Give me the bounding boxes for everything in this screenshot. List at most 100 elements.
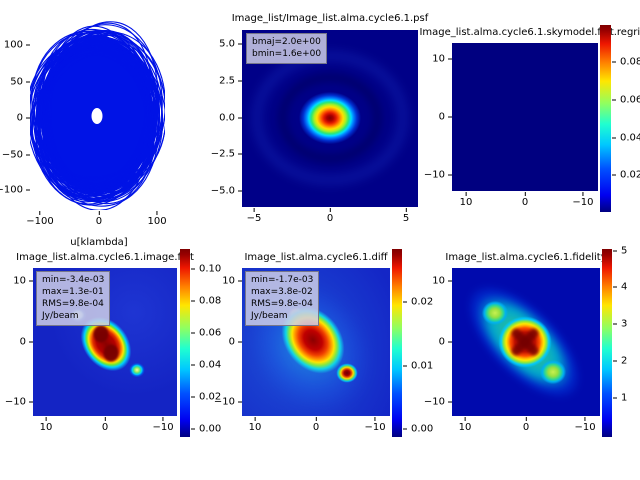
y-tick: 0 (229, 337, 242, 348)
image-flat-colorbar-ticks: 0.10 0.08 0.06 0.04 0.02 0.00 (191, 249, 221, 437)
cb-tick: 0.08 (612, 57, 640, 68)
annotation-line: max=1.3e-01 (42, 287, 104, 297)
diff-stats-annotation: min=-1.7e-03 max=3.8e-02 RMS=9.8e-04 Jy/bea… (245, 271, 320, 326)
fidelity-image (452, 268, 600, 416)
fidelity-y-axis: 10 0 −10 (392, 268, 452, 416)
x-tick: 0 (522, 192, 528, 208)
x-tick: 10 (249, 417, 261, 433)
uv-coverage-plot (30, 20, 165, 210)
y-tick: 2.5 (219, 75, 242, 86)
cb-tick: 0.02 (191, 391, 221, 402)
annotation-line: Jy/beam (251, 311, 288, 321)
cb-tick: 5 (613, 245, 627, 256)
skymodel-x-axis: 10 0 −10 (452, 192, 598, 208)
image-flat-title: Image_list.alma.cycle6.1.image.flat (16, 252, 194, 263)
image-flat-secondary-source (129, 362, 145, 378)
skymodel-title: Image_list.alma.cycle6.1.skymodel.flat.r… (419, 27, 640, 38)
psf-beam-blob (298, 91, 362, 145)
uv-y-axis: 100 50 0 −50 −100 (0, 20, 30, 210)
y-tick: −50 (2, 150, 30, 161)
cb-tick: 4 (613, 281, 627, 292)
annotation-line: Jy/beam (42, 311, 79, 321)
cb-tick: 0.01 (403, 360, 433, 371)
psf-y-axis: 5.0 2.5 0.0 −2.5 −5.0 (182, 30, 242, 207)
x-tick: 10 (460, 192, 472, 208)
y-tick: −2.5 (211, 149, 242, 160)
cb-tick: 0.04 (191, 359, 221, 370)
annotation-line: RMS=9.8e-04 (251, 299, 313, 309)
y-tick: −10 (424, 396, 452, 407)
cb-tick: 0.00 (403, 423, 433, 434)
annotation-line: min=-1.7e-03 (251, 275, 314, 285)
image-flat-colorbar (180, 249, 190, 437)
x-tick: 0 (102, 417, 108, 433)
cb-tick: 2 (613, 356, 627, 367)
image-flat-core-south (103, 344, 119, 362)
x-tick: −10 (152, 417, 174, 433)
cb-tick: 0.08 (191, 295, 221, 306)
diff-y-axis: 10 0 −10 (182, 268, 242, 416)
x-tick: −10 (574, 417, 596, 433)
cb-tick: 0.02 (612, 169, 640, 180)
y-tick: 5.0 (219, 38, 242, 49)
x-tick: 0 (523, 417, 529, 433)
y-tick: 0 (439, 112, 452, 123)
annotation-line: min=-3.4e-03 (42, 275, 105, 285)
skymodel-colorbar (600, 25, 611, 212)
cb-tick: 0.04 (612, 132, 640, 143)
y-tick: 10 (222, 276, 242, 287)
image-flat-core-north (93, 325, 109, 343)
x-tick: −10 (364, 417, 386, 433)
y-tick: 50 (10, 76, 30, 87)
y-tick: 10 (432, 53, 452, 64)
annotation-line: bmin=1.6e+00 (252, 49, 322, 59)
diff-colorbar-ticks: 0.02 0.01 0.00 (403, 249, 433, 437)
annotation-line: bmaj=2.0e+00 (252, 37, 321, 47)
x-tick: −5 (247, 208, 261, 224)
x-tick: 100 (147, 211, 167, 227)
y-tick: 0 (439, 337, 452, 348)
y-tick: 0 (20, 337, 33, 348)
psf-sidelobe-ring-outer (252, 51, 408, 185)
image-flat-stats-annotation: min=-3.4e-03 max=1.3e-01 RMS=9.8e-04 Jy/bea… (36, 271, 111, 326)
y-tick: 0 (17, 113, 30, 124)
y-tick: −10 (214, 396, 242, 407)
x-tick: 10 (459, 417, 471, 433)
psf-x-axis: −5 0 5 (242, 208, 418, 224)
x-tick: 0 (313, 417, 319, 433)
skymodel-image (452, 43, 598, 191)
annotation-line: max=3.8e-02 (251, 287, 313, 297)
y-tick: −100 (0, 185, 30, 196)
cb-tick: 0.06 (191, 327, 221, 338)
fidelity-title: Image_list.alma.cycle6.1.fidelity (445, 252, 607, 263)
cb-tick: 0.02 (403, 297, 433, 308)
fidelity-colorbar (602, 249, 612, 437)
psf-title: Image_list/Image_list.alma.cycle6.1.psf (231, 13, 429, 24)
x-tick: 5 (403, 208, 409, 224)
fidelity-x-axis: 10 0 −10 (452, 417, 600, 433)
x-tick: 0 (327, 208, 333, 224)
image-flat-y-axis: 10 0 −10 (0, 268, 33, 416)
annotation-line: RMS=9.8e-04 (42, 299, 104, 309)
y-tick: 10 (432, 276, 452, 287)
y-tick: −5.0 (211, 186, 242, 197)
diff-title: Image_list.alma.cycle6.1.diff (244, 252, 388, 263)
cb-tick: 0.00 (191, 423, 221, 434)
x-tick: −10 (572, 192, 594, 208)
y-tick: −10 (424, 170, 452, 181)
cb-tick: 0.06 (612, 94, 640, 105)
fidelity-colorbar-ticks: 5 4 3 2 1 (613, 245, 640, 437)
cb-tick: 3 (613, 319, 627, 330)
diff-colorbar (392, 249, 402, 437)
x-tick: −100 (26, 211, 54, 227)
y-tick: −10 (5, 396, 33, 407)
skymodel-colorbar-ticks: 0.08 0.06 0.04 0.02 (612, 25, 640, 212)
uv-x-axis: −100 0 100 (26, 211, 167, 227)
x-tick: 0 (96, 211, 102, 227)
y-tick: 0.0 (219, 112, 242, 123)
diff-compact-source (336, 363, 358, 383)
cb-tick: 1 (613, 393, 627, 404)
diff-x-axis: 10 0 −10 (242, 417, 390, 433)
y-tick: 100 (4, 40, 30, 51)
